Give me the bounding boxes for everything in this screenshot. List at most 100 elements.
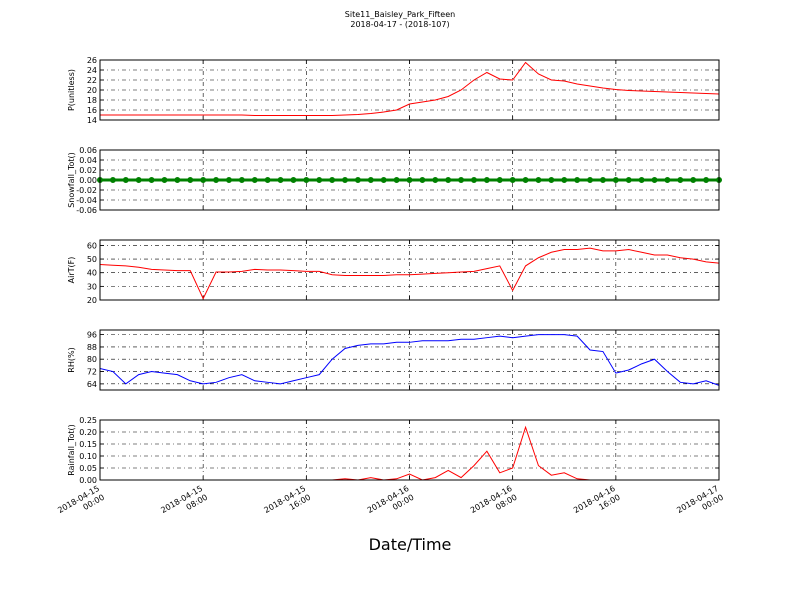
x-tick-label-group: 2018-04-1600:00	[366, 484, 416, 524]
data-point	[316, 177, 323, 183]
data-point	[535, 177, 542, 183]
y-tick-label: 16	[87, 106, 97, 115]
data-point	[225, 177, 232, 183]
y-tick-label: 72	[87, 368, 97, 377]
data-point	[406, 177, 413, 183]
data-line	[99, 247, 720, 300]
data-point	[509, 177, 516, 183]
y-tick-label: -0.06	[76, 206, 97, 215]
data-point	[148, 177, 155, 183]
y-tick-label: 80	[87, 355, 97, 364]
y-tick-label: 60	[87, 241, 97, 250]
y-tick-label: -0.02	[76, 186, 97, 195]
y-axis-label: AirT(F)	[67, 257, 76, 284]
data-point	[638, 177, 645, 183]
y-tick-label: 0.15	[79, 440, 97, 449]
data-point	[483, 177, 490, 183]
y-tick-label: 0.06	[79, 146, 97, 155]
x-tick-label: 2018-04-1700:00	[675, 484, 725, 524]
x-tick-label-group: 2018-04-1516:00	[263, 484, 313, 524]
plot-frame	[99, 329, 720, 391]
data-point	[135, 177, 142, 183]
y-tick-label: 50	[87, 255, 97, 264]
data-point	[342, 177, 349, 183]
plot-frame	[99, 419, 720, 481]
data-point	[122, 177, 129, 183]
x-axis-label: Date/Time	[369, 535, 452, 554]
x-tick-label-group: 2018-04-1508:00	[159, 484, 209, 524]
y-tick-label: 0.04	[79, 156, 97, 165]
data-point	[445, 177, 452, 183]
plot-frame	[99, 149, 720, 211]
data-point	[496, 177, 503, 183]
x-tick-label: 2018-04-1516:00	[263, 484, 313, 524]
y-tick-label: 30	[87, 282, 97, 291]
y-tick-label: 0.00	[79, 176, 97, 185]
data-point	[109, 177, 116, 183]
y-tick-label: 64	[87, 380, 97, 389]
data-point	[393, 177, 400, 183]
x-tick-label-group: 2018-04-1608:00	[469, 484, 519, 524]
y-tick-label: 88	[87, 343, 97, 352]
data-point	[703, 177, 710, 183]
data-point	[677, 177, 684, 183]
y-tick-label: 14	[87, 116, 97, 125]
data-point	[587, 177, 594, 183]
data-point	[432, 177, 439, 183]
y-tick-label: 0.05	[79, 464, 97, 473]
data-point	[354, 177, 361, 183]
data-point	[290, 177, 297, 183]
x-tick-label: 2018-04-1608:00	[469, 484, 519, 524]
x-tick-label: 2018-04-1616:00	[572, 484, 622, 524]
y-tick-label: 24	[87, 66, 97, 75]
data-point	[561, 177, 568, 183]
y-axis-label: Snowfall_Tot()	[67, 152, 76, 208]
data-point	[161, 177, 168, 183]
data-point	[625, 177, 632, 183]
data-line	[99, 334, 720, 386]
data-point	[367, 177, 374, 183]
x-tick-label: 2018-04-1500:00	[56, 484, 106, 524]
data-point	[264, 177, 271, 183]
y-tick-label: 0.00	[79, 476, 97, 485]
x-tick-label-group: 2018-04-1616:00	[572, 484, 622, 524]
data-point	[419, 177, 426, 183]
x-tick-label-group: 2018-04-1500:00	[56, 484, 106, 524]
data-point	[213, 177, 220, 183]
data-point	[470, 177, 477, 183]
x-tick-label: 2018-04-1600:00	[366, 484, 416, 524]
y-axis-label: RH(%)	[67, 347, 76, 372]
data-point	[522, 177, 529, 183]
y-tick-label: 26	[87, 56, 97, 65]
data-point	[612, 177, 619, 183]
data-point	[548, 177, 555, 183]
data-point	[238, 177, 245, 183]
y-axis-label: Rainfall_Tot()	[67, 424, 76, 476]
data-point	[187, 177, 194, 183]
y-axis-label: P(unitless)	[67, 69, 76, 111]
x-tick-label: 2018-04-1508:00	[159, 484, 209, 524]
y-tick-label: 20	[87, 86, 97, 95]
y-tick-label: 0.10	[79, 452, 97, 461]
data-point	[277, 177, 284, 183]
y-tick-label: 22	[87, 76, 97, 85]
y-tick-label: 0.20	[79, 428, 97, 437]
chart-subtitle: 2018-04-17 - (2018-107)	[350, 20, 449, 29]
data-point	[690, 177, 697, 183]
data-point	[303, 177, 310, 183]
y-tick-label: 18	[87, 96, 97, 105]
plot-frame	[99, 239, 720, 301]
plot-frame	[99, 59, 720, 121]
data-point	[251, 177, 258, 183]
y-tick-label: -0.04	[76, 196, 97, 205]
data-point	[174, 177, 181, 183]
data-point	[200, 177, 207, 183]
y-tick-label: 40	[87, 269, 97, 278]
data-point	[329, 177, 336, 183]
data-point	[458, 177, 465, 183]
data-point	[380, 177, 387, 183]
data-point	[664, 177, 671, 183]
y-tick-label: 0.25	[79, 416, 97, 425]
y-tick-label: 20	[87, 296, 97, 305]
